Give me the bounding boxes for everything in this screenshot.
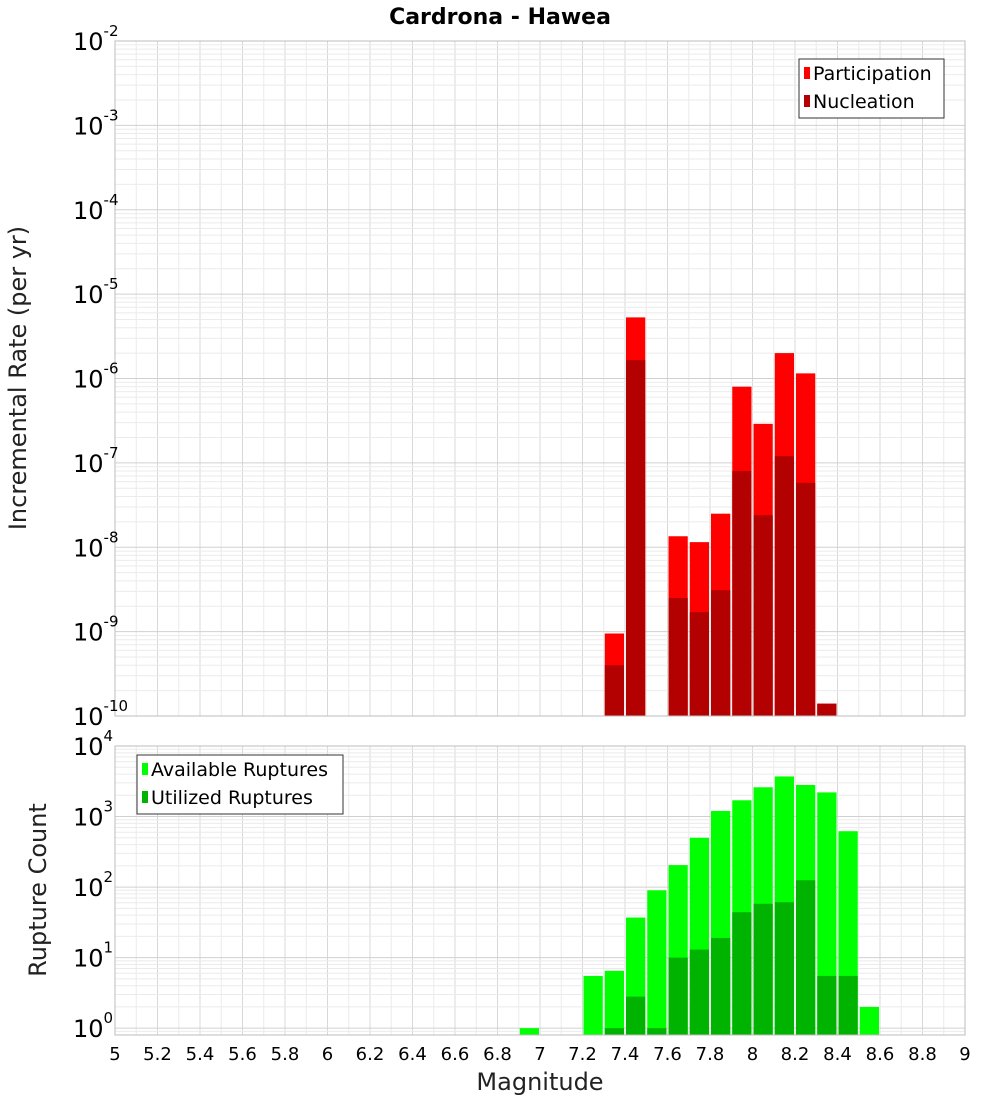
legend-label-nucleation: Nucleation [813,91,915,113]
x-tick-label: 8.2 [781,1044,810,1065]
x-tick-label: 7 [534,1044,545,1065]
y-tick-label: 103 [73,798,113,832]
bar-nucleation-7-65 [668,598,688,716]
legend-swatch-participation [804,67,810,79]
x-tick-label: 8 [747,1044,758,1065]
bar-nucleation-8-15 [774,456,794,716]
x-tick-label: 6.2 [356,1044,385,1065]
y-tick-label: 10-2 [73,22,119,56]
x-tick-label: 5.4 [186,1044,215,1065]
bar-available-ruptures-7-35 [604,970,624,1035]
bar-utilized-ruptures-8-25 [796,880,816,1035]
bar-utilized-ruptures-7-55 [647,1028,667,1035]
x-tick-labels: 5 5.2 5.4 5.6 5.8 6 6.2 6.4 6.6 6.8 7 7.2 7.4 7.6 7.8 8… [109,1044,970,1065]
y-tick-label: 10-6 [73,360,119,394]
bar-nucleation-8-05 [753,515,773,716]
x-tick-label: 5.6 [228,1044,257,1065]
bar-available-ruptures-7-25 [583,975,603,1035]
x-tick-label: 5.2 [143,1044,172,1065]
legend: Available Ruptures Utilized Ruptures [136,754,344,815]
y-tick-label: 101 [73,939,113,973]
plot-frame [114,40,966,717]
x-tick-label: 6 [322,1044,333,1065]
y-tick-label: 10-10 [73,697,128,731]
x-tick-label: 8.4 [823,1044,852,1065]
y-tick-label: 10-4 [73,191,119,225]
bar-available-ruptures-7-55 [647,890,667,1035]
legend-label-available-ruptures: Available Ruptures [151,759,328,781]
bar-nucleation-8-35 [817,703,837,716]
rupture-count-panel: 100 101 102 103 104 Rupture Count 5 5.2 5.4 5.6 5.… [24,727,971,1096]
x-tick-label: 9 [959,1044,970,1065]
bar-nucleation-7-85 [711,590,731,716]
bar-utilized-ruptures-7-45 [626,996,646,1035]
x-tick-label: 7.4 [611,1044,640,1065]
y-tick-label: 104 [73,727,113,761]
y-axis-label: Rupture Count [24,803,52,977]
y-tick-label: 102 [73,868,113,902]
participation-nucleation-panel: 10-2 10-3 10-4 10-5 10-6 10-7 10-8 10-9 10-10 Inc… [4,22,966,731]
bar-nucleation-8-25 [796,482,816,716]
y-tick-labels: 10-2 10-3 10-4 10-5 10-6 10-7 10-8 10-9 10-10 [73,22,128,731]
y-tick-label: 10-3 [73,106,119,140]
y-tick-labels: 100 101 102 103 104 [73,727,113,1043]
x-tick-label: 7.2 [568,1044,597,1065]
x-tick-label: 6.8 [483,1044,512,1065]
legend-swatch-utilized-ruptures [142,791,148,803]
bar-nucleation-7-75 [689,612,709,716]
y-tick-label: 10-5 [73,275,119,309]
x-tick-label: 5.8 [271,1044,300,1065]
bar-utilized-ruptures-7-35 [604,1028,624,1035]
legend-swatch-nucleation [804,95,810,107]
bar-utilized-ruptures-8-05 [753,903,773,1035]
plot-frame [114,745,966,1036]
bar-utilized-ruptures-7-95 [732,912,752,1035]
bar-utilized-ruptures-8-15 [774,902,794,1035]
bar-available-ruptures-6-95 [519,1028,539,1035]
x-tick-label: 5 [109,1044,120,1065]
bar-utilized-ruptures-8-35 [817,975,837,1035]
x-axis-label: Magnitude [476,1068,603,1096]
y-tick-label: 10-7 [73,444,119,478]
bar-utilized-ruptures-8-45 [838,975,858,1035]
x-tick-label: 7.6 [653,1044,682,1065]
bar-utilized-ruptures-7-85 [711,937,731,1035]
y-tick-label: 100 [73,1009,113,1043]
legend-swatch-available-ruptures [142,763,148,775]
series-utilized-ruptures [604,880,858,1035]
x-tick-label: 6.6 [441,1044,470,1065]
bar-nucleation-7-35 [604,665,624,716]
legend-label-participation: Participation [813,63,932,85]
legend: Participation Nucleation [798,58,945,119]
legend-box [136,754,344,815]
bar-available-ruptures-8-35 [817,792,837,1035]
bar-nucleation-7-45 [626,360,646,716]
x-tick-label: 6.4 [398,1044,427,1065]
x-tick-label: 8.8 [908,1044,937,1065]
bar-available-ruptures-8-55 [859,1006,879,1035]
bar-utilized-ruptures-7-65 [668,957,688,1035]
series-nucleation [604,360,837,716]
x-tick-label: 8.6 [866,1044,895,1065]
x-tick-label: 7.8 [696,1044,725,1065]
chart-title: Cardrona - Hawea [389,5,611,30]
y-tick-label: 10-8 [73,528,119,562]
bar-utilized-ruptures-7-75 [689,949,709,1035]
y-axis-label: Incremental Rate (per yr) [4,226,32,530]
legend-label-utilized-ruptures: Utilized Ruptures [151,787,313,809]
y-tick-label: 10-9 [73,613,119,647]
legend-box [798,58,945,119]
gridlines [114,40,966,717]
bar-nucleation-7-95 [732,471,752,716]
